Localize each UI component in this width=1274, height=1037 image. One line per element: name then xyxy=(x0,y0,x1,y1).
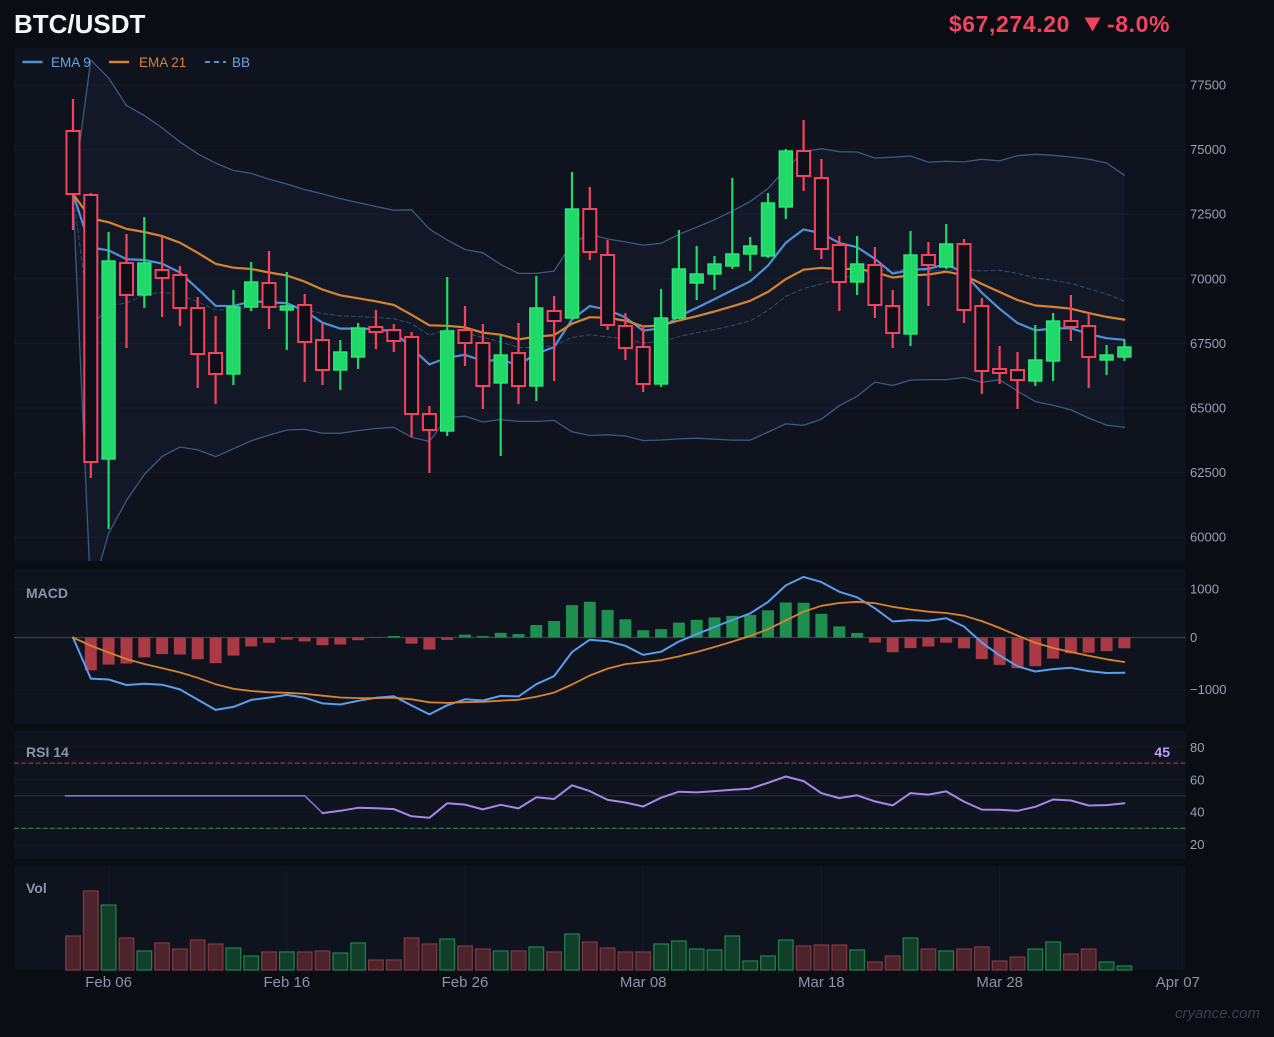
svg-text:60000: 60000 xyxy=(1190,530,1226,545)
svg-text:-8.0%: -8.0% xyxy=(1107,11,1170,37)
svg-text:Mar 28: Mar 28 xyxy=(976,974,1023,991)
svg-text:62500: 62500 xyxy=(1190,465,1226,480)
svg-text:cryance.com: cryance.com xyxy=(1175,1005,1260,1022)
svg-text:EMA 21: EMA 21 xyxy=(139,55,186,70)
svg-text:EMA 9: EMA 9 xyxy=(51,55,91,70)
svg-text:Feb 16: Feb 16 xyxy=(263,974,310,991)
svg-text:Vol: Vol xyxy=(26,880,47,896)
svg-text:Mar 08: Mar 08 xyxy=(620,974,667,991)
svg-text:77500: 77500 xyxy=(1190,78,1226,93)
svg-text:70000: 70000 xyxy=(1190,271,1226,286)
svg-text:20: 20 xyxy=(1190,837,1204,852)
svg-text:45: 45 xyxy=(1154,744,1170,760)
svg-text:Feb 06: Feb 06 xyxy=(85,974,132,991)
svg-text:80: 80 xyxy=(1190,740,1204,755)
svg-text:Mar 18: Mar 18 xyxy=(798,974,845,991)
svg-text:1000: 1000 xyxy=(1190,582,1219,597)
svg-text:BTC/USDT: BTC/USDT xyxy=(14,9,146,39)
svg-text:$67,274.20: $67,274.20 xyxy=(949,11,1070,37)
svg-text:Apr 07: Apr 07 xyxy=(1156,974,1200,991)
svg-text:RSI 14: RSI 14 xyxy=(26,744,69,760)
svg-text:MACD: MACD xyxy=(26,585,68,601)
svg-text:67500: 67500 xyxy=(1190,336,1226,351)
svg-text:75000: 75000 xyxy=(1190,142,1226,157)
svg-text:0: 0 xyxy=(1190,630,1197,645)
svg-text:65000: 65000 xyxy=(1190,401,1226,416)
svg-text:40: 40 xyxy=(1190,805,1204,820)
svg-text:−1000: −1000 xyxy=(1190,682,1227,697)
svg-text:60: 60 xyxy=(1190,772,1204,787)
svg-text:BB: BB xyxy=(232,55,250,70)
svg-text:72500: 72500 xyxy=(1190,207,1226,222)
svg-text:Feb 26: Feb 26 xyxy=(442,974,489,991)
